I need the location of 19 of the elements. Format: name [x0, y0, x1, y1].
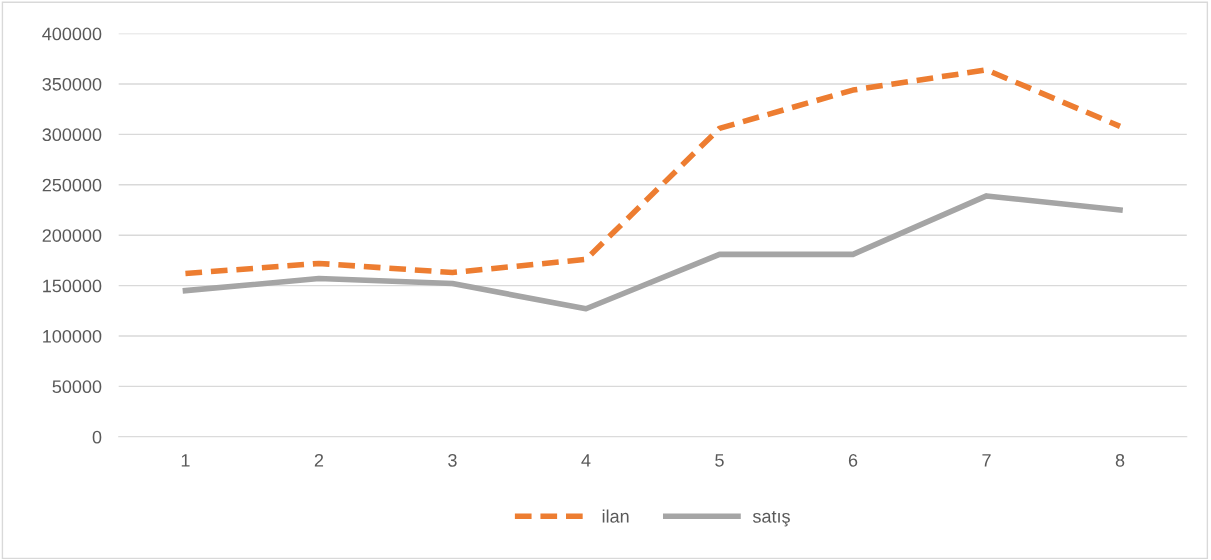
x-tick-label: 5 — [715, 454, 724, 467]
x-tick-label: 1 — [181, 454, 190, 467]
y-tick-label: 350000 — [42, 77, 102, 91]
x-tick-label: 7 — [982, 454, 991, 467]
y-tick-label: 150000 — [43, 279, 102, 293]
legend-label: satış — [752, 510, 790, 527]
x-tick-label: 3 — [448, 453, 457, 467]
y-tick-label: 200000 — [42, 229, 102, 242]
x-tick-label: 2 — [314, 453, 324, 467]
y-tick-label: 400000 — [42, 27, 102, 41]
y-tick-label: 100000 — [43, 329, 102, 343]
legend-label: ilan — [602, 509, 629, 523]
y-tick-label: 0 — [92, 430, 102, 444]
x-tick-label: 4 — [581, 454, 591, 467]
x-tick-label: 8 — [1115, 453, 1125, 467]
x-tick-label: 6 — [848, 453, 858, 467]
y-tick-label: 50000 — [52, 380, 102, 394]
y-tick-label: 250000 — [42, 178, 102, 192]
y-tick-label: 300000 — [42, 128, 102, 142]
